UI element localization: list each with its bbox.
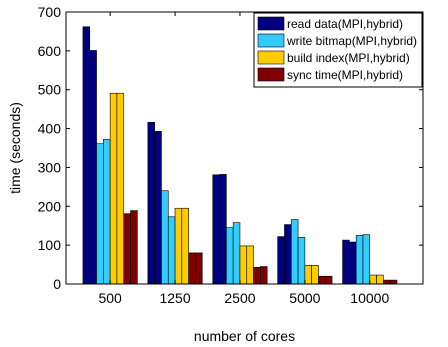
legend-swatch: [257, 67, 285, 82]
bar-10000-series-3-mpi: [369, 274, 377, 285]
bar-1250-series-1-mpi: [147, 122, 155, 285]
x-tick-label: 5000: [289, 290, 320, 306]
bar-500-series-4-mpi: [123, 213, 131, 285]
y-tick-label: 400: [38, 121, 62, 137]
bar-5000-series-3-hybrid: [311, 265, 319, 285]
bar-500-series-3-hybrid: [116, 92, 125, 285]
bar-10000-series-4-hybrid: [389, 279, 398, 285]
bar-1250-series-3-hybrid: [181, 207, 189, 285]
legend: read data(MPI,hybrid) write bitmap(MPI,hy…: [253, 12, 423, 88]
x-tick-label: 2500: [224, 290, 255, 306]
bar-2500-series-3-mpi: [239, 245, 248, 285]
bar-5000-series-4-mpi: [318, 275, 326, 285]
bar-500-series-4-hybrid: [130, 210, 138, 285]
bar-10000-series-4-mpi: [383, 279, 391, 285]
bar-10000-series-3-hybrid: [376, 274, 384, 285]
x-tick-label: 500: [98, 290, 122, 306]
y-tick-label: 0: [53, 276, 61, 292]
legend-swatch: [257, 16, 285, 31]
bar-10000-series-1-mpi: [342, 239, 350, 285]
bar-500-series-1-hybrid: [89, 50, 97, 285]
bar-5000-series-2-hybrid: [297, 237, 306, 285]
bar-1250-series-4-mpi: [188, 252, 196, 285]
bar-10000-series-1-hybrid: [349, 241, 357, 285]
legend-label: sync time(MPI,hybrid): [287, 68, 403, 82]
y-tick-label: 200: [38, 198, 62, 214]
y-tick-label: 100: [38, 237, 62, 253]
bar-500-series-1-mpi: [82, 26, 91, 285]
y-tick-label: 300: [38, 159, 62, 175]
y-axis-label: time (seconds): [7, 102, 23, 194]
bar-1250-series-1-hybrid: [154, 130, 162, 285]
y-tick-label: 600: [38, 43, 62, 59]
bar-500-series-3-mpi: [109, 92, 118, 285]
legend-swatch: [257, 50, 285, 65]
bar-10000-series-2-hybrid: [362, 234, 371, 285]
y-tick-label: 500: [38, 82, 62, 98]
bar-5000-series-3-mpi: [304, 265, 312, 285]
legend-swatch: [257, 33, 285, 48]
bar-2500-series-2-mpi: [226, 227, 234, 285]
bar-500-series-2-hybrid: [103, 139, 111, 285]
bar-500-series-2-mpi: [96, 143, 104, 285]
x-axis-label: number of cores: [194, 328, 295, 344]
bars: [82, 26, 398, 285]
legend-label: build index(MPI,hybrid): [287, 51, 410, 65]
bar-5000-series-2-mpi: [290, 219, 299, 285]
bar-1250-series-2-mpi: [161, 190, 169, 285]
bar-5000-series-4-hybrid: [324, 275, 333, 285]
x-tick-label: 10000: [350, 290, 389, 306]
bar-2500-series-1-mpi: [212, 174, 220, 285]
x-axis-ticks: 500 1250 2500 5000 10000: [98, 12, 389, 306]
bar-1250-series-2-hybrid: [167, 216, 176, 285]
bar-2500-series-3-hybrid: [246, 245, 254, 285]
x-tick-label: 1250: [159, 290, 190, 306]
bar-5000-series-1-mpi: [277, 236, 285, 285]
bar-2500-series-4-hybrid: [260, 266, 268, 285]
bar-2500-series-4-mpi: [253, 266, 261, 285]
y-tick-label: 700: [38, 4, 62, 20]
bar-10000-series-2-mpi: [355, 235, 364, 285]
bar-1250-series-4-hybrid: [195, 252, 203, 285]
bar-5000-series-1-hybrid: [284, 224, 292, 285]
y-axis-ticks: 0 100 200 300 400 500 600 700: [38, 4, 423, 292]
bar-2500-series-2-hybrid: [232, 222, 241, 285]
bar-2500-series-1-hybrid: [219, 174, 227, 285]
bar-1250-series-3-mpi: [174, 207, 183, 285]
legend-label: write bitmap(MPI,hybrid): [286, 34, 417, 48]
plot-frame: [65, 11, 424, 285]
legend-label: read data(MPI,hybrid): [287, 17, 403, 31]
